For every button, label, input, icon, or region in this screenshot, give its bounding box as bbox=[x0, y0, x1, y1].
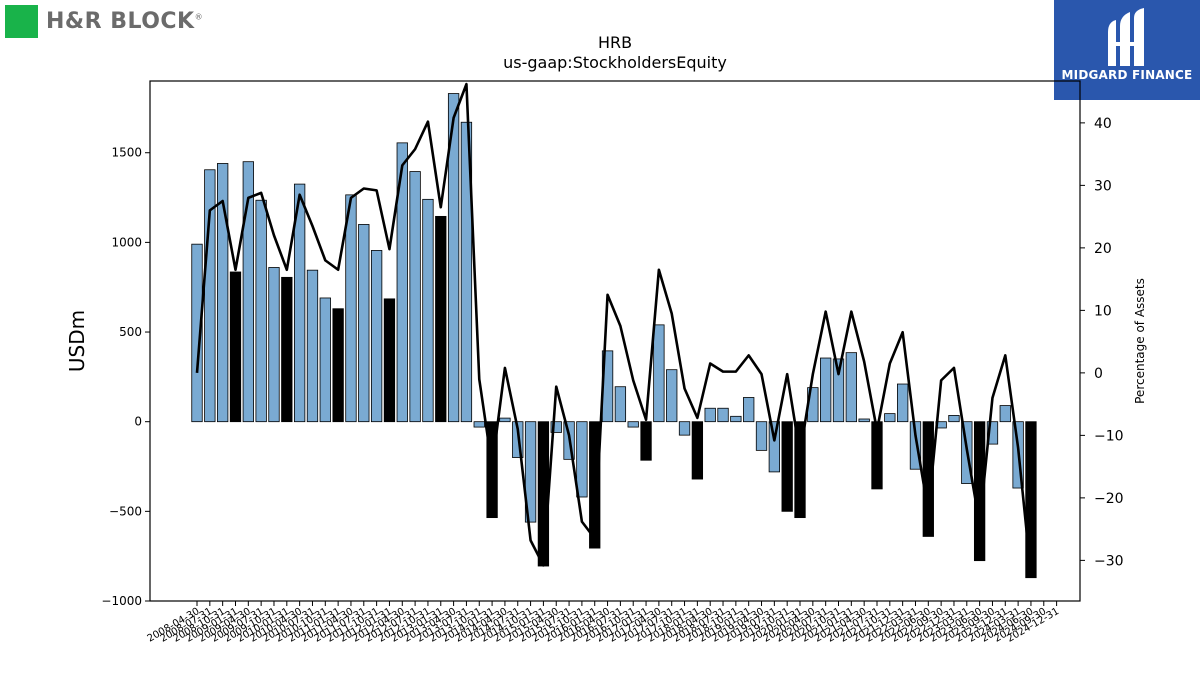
y-tick-label: −1000 bbox=[101, 594, 142, 608]
bar-2010-10-31 bbox=[319, 297, 331, 423]
axes-group: −1000−500050010001500−30−20−100102030402… bbox=[101, 116, 1123, 645]
bar-2012-04-30 bbox=[396, 142, 408, 423]
y2-tick-label: 30 bbox=[1094, 178, 1112, 194]
bar-2019-01-31 bbox=[743, 397, 755, 423]
y2-tick-label: 40 bbox=[1094, 116, 1112, 132]
bar-2012-10-31 bbox=[422, 198, 434, 423]
bar-2008-10-31 bbox=[217, 163, 229, 423]
bar-2020-10-31 bbox=[832, 358, 845, 423]
bar-2010-01-31 bbox=[281, 276, 293, 423]
y-tick-label: 1000 bbox=[111, 235, 142, 249]
y2-tick-label: −10 bbox=[1094, 428, 1124, 444]
y-tick-label: 1500 bbox=[111, 146, 142, 160]
bar-2017-10-31 bbox=[678, 421, 691, 436]
bar-2009-10-31 bbox=[268, 267, 280, 423]
bar-2019-07-31 bbox=[768, 421, 780, 473]
bar-2011-07-31 bbox=[358, 224, 370, 423]
bar-2017-04-30 bbox=[653, 324, 665, 423]
bar-2014-10-31 bbox=[524, 421, 537, 523]
bar-2011-01-31 bbox=[332, 308, 344, 423]
bar-2018-01-31 bbox=[691, 421, 704, 480]
bar-2019-04-30 bbox=[755, 421, 768, 451]
bar-2016-10-31 bbox=[627, 421, 639, 428]
y-axis-label: USDm bbox=[65, 310, 89, 372]
percentage-of-assets-line bbox=[195, 82, 1033, 575]
midgard-finance-label: MIDGARD FINANCE bbox=[1061, 68, 1193, 82]
y2-tick-label: −30 bbox=[1094, 553, 1124, 569]
midgard-finance-badge: MIDGARD FINANCE bbox=[1054, 0, 1200, 100]
bar-2010-07-31 bbox=[306, 269, 319, 423]
y-tick-label: −500 bbox=[109, 504, 142, 518]
bar-2010-04-30 bbox=[293, 183, 306, 423]
bars-group bbox=[191, 93, 1037, 579]
line-group bbox=[195, 82, 1033, 575]
bar-2017-07-31 bbox=[666, 369, 678, 423]
bar-2022-03-31 bbox=[909, 421, 922, 470]
bar-2008-07-31 bbox=[204, 169, 216, 423]
bar-2013-04-30 bbox=[447, 93, 460, 423]
y2-tick-label: −20 bbox=[1094, 491, 1124, 507]
bar-2024-06-30 bbox=[1025, 421, 1037, 579]
midgard-logo-mark bbox=[1108, 8, 1144, 66]
y-tick-label: 500 bbox=[119, 325, 142, 339]
bar-2021-12-31 bbox=[897, 383, 909, 423]
bar-2015-01-31 bbox=[537, 421, 550, 567]
bar-2016-07-31 bbox=[614, 386, 627, 423]
bar-2016-01-31 bbox=[589, 421, 601, 549]
bar-2009-07-31 bbox=[255, 199, 267, 423]
chart-title: HRB bbox=[598, 33, 632, 52]
bar-2021-04-30 bbox=[858, 418, 870, 423]
bar-2017-01-31 bbox=[640, 421, 652, 461]
bar-2021-01-31 bbox=[845, 352, 857, 423]
bar-2021-10-31 bbox=[884, 413, 896, 423]
bar-2023-09-30 bbox=[986, 421, 999, 445]
bar-2020-07-31 bbox=[820, 357, 832, 423]
bar-2014-04-30 bbox=[499, 417, 511, 423]
bar-2019-10-31 bbox=[781, 421, 793, 512]
y2-tick-label: 10 bbox=[1094, 303, 1112, 319]
bar-2014-01-31 bbox=[486, 421, 498, 519]
hr-block-logo-text: H&R BLOCK® bbox=[46, 9, 204, 34]
bar-2012-07-31 bbox=[409, 171, 421, 423]
bar-2012-01-31 bbox=[383, 298, 396, 423]
y2-axis-label: Percentage of Assets bbox=[1133, 278, 1147, 404]
bar-2020-01-31 bbox=[794, 421, 806, 519]
hr-block-logo: H&R BLOCK® bbox=[5, 5, 203, 38]
bar-2022-12-31 bbox=[948, 415, 960, 423]
bar-2018-10-31 bbox=[730, 415, 742, 423]
bar-2018-04-30 bbox=[704, 407, 716, 423]
bar-2008-04-30 bbox=[191, 243, 203, 423]
bar-2013-01-31 bbox=[435, 215, 447, 423]
bar-2013-10-31 bbox=[473, 421, 485, 428]
bar-2015-04-30 bbox=[550, 421, 562, 433]
bar-2011-10-31 bbox=[370, 250, 383, 423]
bar-2009-01-31 bbox=[229, 271, 242, 423]
bar-2018-07-31 bbox=[717, 407, 729, 423]
y-tick-label: 0 bbox=[134, 415, 142, 429]
y2-tick-label: 20 bbox=[1094, 241, 1112, 257]
hr-block-logo-mark bbox=[5, 5, 38, 38]
y2-tick-label: 0 bbox=[1094, 366, 1103, 382]
chart-subtitle: us-gaap:StockholdersEquity bbox=[503, 53, 727, 72]
bar-2023-12-31 bbox=[999, 405, 1011, 423]
bar-2015-10-31 bbox=[576, 421, 588, 498]
bar-2021-07-31 bbox=[871, 421, 883, 490]
bar-2009-04-30 bbox=[242, 161, 254, 423]
bar-2013-07-31 bbox=[460, 121, 473, 423]
plot-frame bbox=[149, 80, 1081, 602]
bar-2011-04-30 bbox=[345, 194, 357, 423]
